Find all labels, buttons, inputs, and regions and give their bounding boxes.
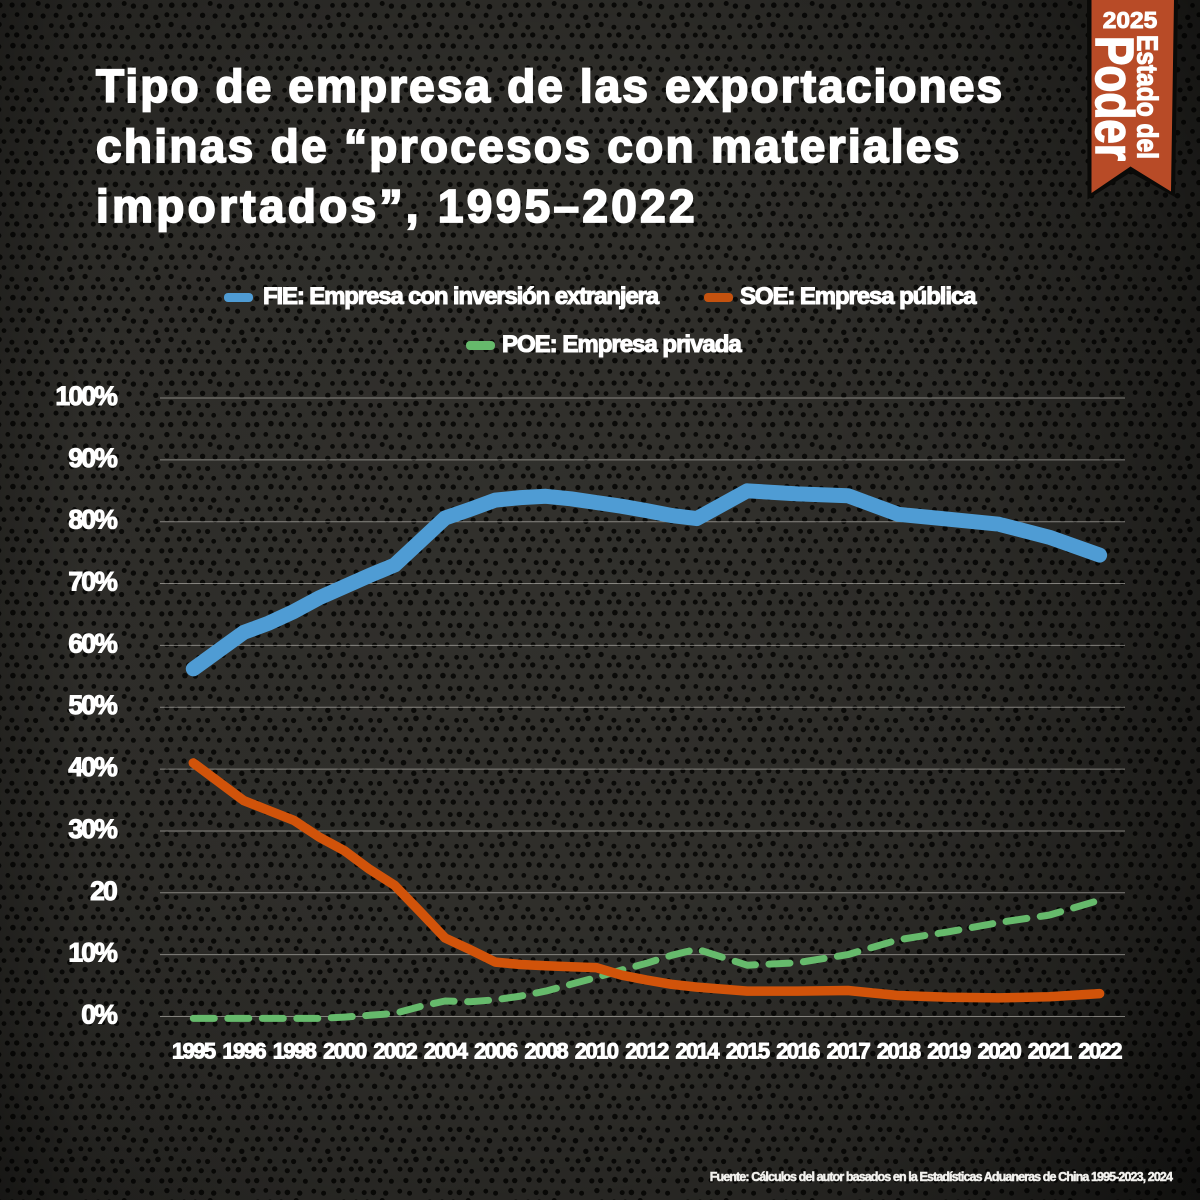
svg-text:10%: 10% [68, 938, 117, 968]
svg-text:50%: 50% [68, 690, 117, 720]
svg-text:2014: 2014 [676, 1039, 721, 1064]
svg-text:2017: 2017 [827, 1039, 871, 1064]
svg-text:30%: 30% [68, 814, 117, 844]
svg-text:2018: 2018 [877, 1039, 921, 1064]
svg-text:2025: 2025 [1103, 7, 1158, 33]
svg-text:2012: 2012 [625, 1039, 669, 1064]
svg-text:90%: 90% [68, 443, 117, 473]
svg-text:1998: 1998 [273, 1039, 317, 1064]
svg-text:1995: 1995 [172, 1039, 216, 1064]
svg-text:60%: 60% [68, 628, 117, 658]
svg-text:2002: 2002 [373, 1039, 417, 1064]
svg-text:2021: 2021 [1028, 1039, 1072, 1064]
svg-text:80%: 80% [68, 505, 117, 535]
svg-text:Estado del: Estado del [1131, 35, 1163, 159]
svg-text:1996: 1996 [222, 1039, 266, 1064]
svg-text:70%: 70% [68, 567, 117, 597]
svg-text:20: 20 [90, 876, 117, 906]
svg-text:2006: 2006 [474, 1039, 518, 1064]
svg-text:2016: 2016 [776, 1039, 820, 1064]
svg-text:2022: 2022 [1078, 1039, 1122, 1064]
svg-text:40%: 40% [68, 752, 117, 782]
svg-text:2004: 2004 [424, 1039, 469, 1064]
svg-text:2015: 2015 [726, 1039, 770, 1064]
svg-text:0%: 0% [81, 1000, 117, 1030]
svg-text:2008: 2008 [525, 1039, 569, 1064]
svg-text:100%: 100% [55, 381, 117, 411]
svg-text:Poder: Poder [1084, 36, 1143, 161]
svg-text:2019: 2019 [927, 1039, 971, 1064]
svg-text:2000: 2000 [323, 1039, 367, 1064]
svg-text:2020: 2020 [978, 1039, 1022, 1064]
svg-text:2010: 2010 [575, 1039, 619, 1064]
